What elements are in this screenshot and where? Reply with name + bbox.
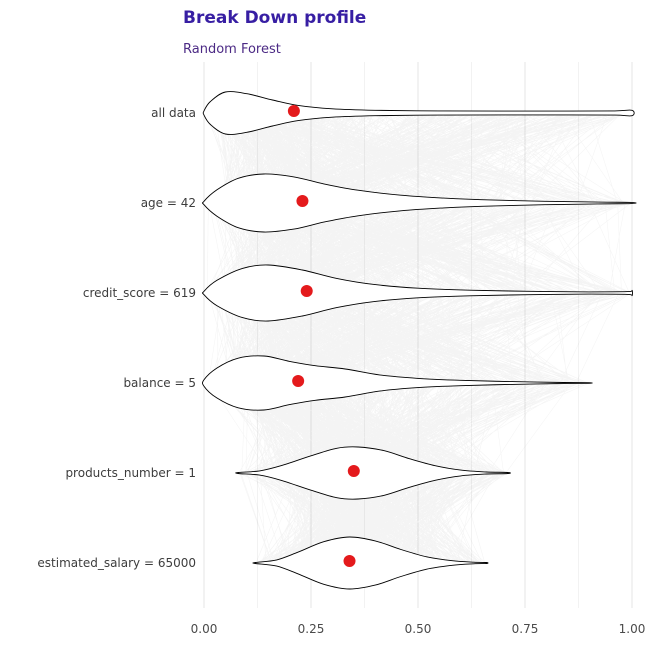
mean-dot-2	[300, 285, 313, 297]
x-axis: 0.00 0.25 0.50 0.75 1.00	[191, 622, 646, 636]
profile-fuzz-gap-1	[204, 202, 632, 294]
violin-row-1	[201, 173, 637, 233]
row-label-5: estimated_salary = 65000	[37, 556, 196, 570]
chart-subtitle: Random Forest	[183, 42, 281, 57]
row-label-1: age = 42	[141, 196, 196, 210]
x-axis-label-0: 0.00	[191, 622, 218, 636]
violin-row-4	[235, 446, 511, 500]
chart-title: Break Down profile	[183, 8, 367, 28]
row-labels: all data age = 42 credit_score = 619 balanc…	[37, 106, 196, 570]
x-axis-label-4: 1.00	[619, 622, 646, 636]
mean-dot-0	[287, 105, 300, 117]
violin-row-0	[202, 91, 635, 135]
mean-dot-4	[347, 465, 360, 477]
violin-row-2	[201, 264, 633, 322]
profile-fuzz-gap-4	[238, 472, 509, 564]
mean-dot-5	[343, 555, 356, 567]
profile-fuzz-gap-3	[204, 382, 590, 474]
row-label-4: products_number = 1	[65, 466, 196, 480]
row-label-2: credit_score = 619	[83, 286, 196, 300]
violin-row-3	[201, 355, 593, 411]
profile-fuzz	[203, 112, 632, 564]
mean-dot-1	[296, 195, 309, 207]
x-axis-label-3: 0.75	[512, 622, 539, 636]
profile-fuzz-gap-0	[204, 112, 632, 204]
violin-row-5	[252, 536, 489, 590]
mean-dots	[287, 105, 360, 567]
profile-fuzz-gap-2	[203, 292, 632, 384]
violins	[201, 91, 637, 590]
x-axis-label-1: 0.25	[298, 622, 325, 636]
row-label-0: all data	[151, 106, 196, 120]
x-axis-label-2: 0.50	[405, 622, 432, 636]
x-grid	[203, 62, 633, 608]
row-label-3: balance = 5	[123, 376, 196, 390]
mean-dot-3	[292, 375, 305, 387]
